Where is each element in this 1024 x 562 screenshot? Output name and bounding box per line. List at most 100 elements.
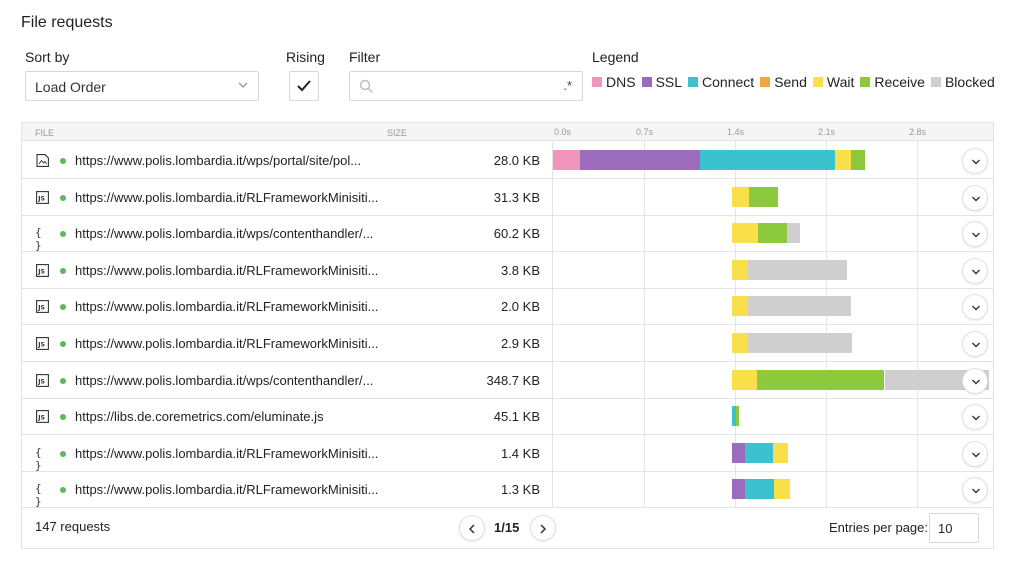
timing-bar-receive xyxy=(850,150,865,170)
expand-row-button[interactable] xyxy=(962,184,988,211)
file-size: 2.9 KB xyxy=(500,336,540,351)
size-column-header: SIZE xyxy=(387,128,408,138)
js-file-icon: JS xyxy=(36,373,49,387)
time-tick-label: 2.8s xyxy=(909,127,927,137)
legend-label-text: Blocked xyxy=(944,74,995,90)
prev-page-button[interactable] xyxy=(459,515,485,541)
status-dot xyxy=(60,158,66,164)
table-row[interactable]: JS https://www.polis.lombardia.it/wps/con… xyxy=(22,361,993,399)
table-row[interactable]: JS https://www.polis.lombardia.it/RLFrame… xyxy=(22,251,993,289)
file-size: 60.2 KB xyxy=(493,226,540,242)
file-size: 1.3 KB xyxy=(500,482,540,498)
expand-row-button[interactable] xyxy=(962,294,988,321)
status-dot xyxy=(60,341,66,347)
sort-by-select[interactable]: Load Order xyxy=(25,71,259,101)
timing-bar-blocked xyxy=(748,333,852,353)
status-dot xyxy=(60,487,66,494)
legend: DNS SSL Connect Send Wait Receive Blocked xyxy=(592,74,1001,90)
legend-label-text: SSL xyxy=(655,74,683,90)
entries-per-page-label: Entries per page: xyxy=(829,520,929,535)
expand-row-button[interactable] xyxy=(962,404,988,431)
regex-toggle[interactable]: .* xyxy=(563,78,572,93)
timing-bar-ssl xyxy=(732,479,746,500)
legend-swatch xyxy=(812,77,823,87)
chevron-right-icon xyxy=(540,524,547,534)
json-file-icon: { } xyxy=(35,482,42,509)
legend-swatch xyxy=(860,77,871,87)
next-page-button[interactable] xyxy=(530,515,556,541)
waterfall-track xyxy=(552,142,993,178)
waterfall-track xyxy=(552,434,993,471)
timing-bar-receive xyxy=(736,406,739,427)
chevron-down-icon xyxy=(972,488,980,494)
file-size: 45.1 KB xyxy=(493,409,540,425)
expand-row-button[interactable] xyxy=(962,477,988,504)
status-dot xyxy=(60,414,66,421)
table-row[interactable]: { } https://www.polis.lombardia.it/wps/co… xyxy=(22,215,993,253)
waterfall-track xyxy=(552,288,993,325)
waterfall-track xyxy=(552,361,993,398)
js-file-icon: JS xyxy=(36,263,49,277)
time-tick-label: 1.4s xyxy=(727,127,745,137)
timing-bar-dns xyxy=(553,150,581,170)
table-row[interactable]: JS https://www.polis.lombardia.it/RLFrame… xyxy=(22,288,993,326)
time-tick-label: 0.7s xyxy=(636,127,654,137)
svg-text:JS: JS xyxy=(37,342,45,349)
status-dot xyxy=(60,377,66,384)
timing-bar-connect xyxy=(699,150,836,170)
table-footer: 147 requests 1/15 Entries per page: 10 xyxy=(22,508,993,548)
chevron-down-icon xyxy=(972,196,980,202)
expand-row-button[interactable] xyxy=(962,148,988,174)
table-row[interactable]: https://www.polis.lombardia.it/wps/porta… xyxy=(22,142,993,179)
file-url: https://www.polis.lombardia.it/RLFramewo… xyxy=(75,299,379,315)
table-row[interactable]: JS https://libs.de.coremetrics.com/elumin… xyxy=(22,398,993,436)
file-size: 1.4 KB xyxy=(500,445,540,461)
timing-bar-ssl xyxy=(580,150,700,170)
expand-row-button[interactable] xyxy=(962,257,988,284)
expand-row-button[interactable] xyxy=(962,440,988,467)
timing-bar-blocked xyxy=(787,223,800,244)
filter-input[interactable] xyxy=(380,76,560,96)
timing-bar-receive xyxy=(758,223,787,244)
sort-by-label: Sort by xyxy=(25,49,70,65)
table-row[interactable]: JS https://www.polis.lombardia.it/RLFrame… xyxy=(22,178,993,216)
image-file-icon xyxy=(36,154,49,167)
json-file-icon: { } xyxy=(35,445,42,472)
legend-item-receive: Receive xyxy=(860,74,925,90)
file-size: 3.8 KB xyxy=(500,262,540,278)
table-row[interactable]: JS https://www.polis.lombardia.it/RLFrame… xyxy=(22,325,993,362)
expand-row-button[interactable] xyxy=(962,367,988,394)
file-size: 31.3 KB xyxy=(493,189,540,205)
timing-bar-connect xyxy=(745,479,774,500)
expand-row-button[interactable] xyxy=(962,331,988,357)
table-row[interactable]: { } https://www.polis.lombardia.it/RLFram… xyxy=(22,471,993,509)
file-url: https://www.polis.lombardia.it/wps/conte… xyxy=(75,226,374,242)
search-icon xyxy=(359,79,373,93)
json-file-icon: { } xyxy=(35,226,42,253)
svg-text:JS: JS xyxy=(37,195,45,202)
legend-item-ssl: SSL xyxy=(641,74,683,90)
legend-item-wait: Wait xyxy=(812,74,854,90)
expand-row-button[interactable] xyxy=(962,221,988,248)
chevron-down-icon xyxy=(972,379,980,385)
legend-item-send: Send xyxy=(760,74,807,90)
waterfall-track xyxy=(552,325,993,361)
file-size: 348.7 KB xyxy=(486,372,541,388)
chevron-down-icon xyxy=(972,305,980,311)
chevron-down-icon xyxy=(972,269,980,275)
chevron-left-icon xyxy=(468,524,475,534)
status-dot xyxy=(60,194,66,201)
rising-label: Rising xyxy=(286,49,325,65)
entries-per-page-input[interactable]: 10 xyxy=(929,513,979,543)
js-file-icon: JS xyxy=(36,410,49,424)
file-url: https://libs.de.coremetrics.com/eluminat… xyxy=(75,409,324,425)
timing-bar-receive xyxy=(757,369,885,390)
legend-label-text: Send xyxy=(774,74,807,90)
timing-bar-blocked xyxy=(748,259,847,280)
legend-label-text: DNS xyxy=(606,74,636,90)
filter-field[interactable]: .* xyxy=(349,71,583,101)
timing-bar-wait xyxy=(732,223,759,244)
table-row[interactable]: { } https://www.polis.lombardia.it/RLFram… xyxy=(22,434,993,472)
rising-checkbox[interactable] xyxy=(289,71,319,101)
request-count: 147 requests xyxy=(35,519,111,534)
